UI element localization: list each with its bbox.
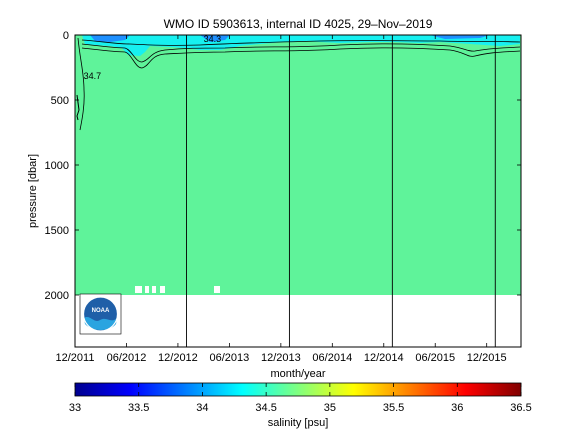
contour-label: 34.3 [204,34,222,44]
x-axis: 12/2011 06/2012 12/2012 06/2013 12/2013 06/20… [56,35,507,364]
data-gaps [135,286,220,293]
colorbar: 33 33.5 34 34.5 35 35.5 36 36.5 salinity [psu] [69,382,532,429]
colorbar-tick-label: 36.5 [510,402,531,414]
y-axis-label: pressure [dbar] [27,154,39,228]
colorbar-tick-label: 34.5 [255,402,276,414]
colorbar-tick-label: 35.5 [383,402,404,414]
contour-lines [77,37,521,131]
x-tick-label: 12/2013 [261,352,301,364]
y-tick-label: 1500 [45,225,69,237]
x-axis-label: month/year [270,368,325,380]
y-tick-label: 2000 [45,290,69,302]
colorbar-tick-label: 33.5 [128,402,149,414]
y-tick-label: 500 [51,95,69,107]
x-tick-label: 06/2012 [107,352,147,364]
contour-label: 34.7 [84,71,102,81]
x-tick-label: 12/2014 [364,352,404,364]
x-tick-label: 06/2015 [415,352,455,364]
x-tick-label: 06/2013 [210,352,250,364]
x-tick-label: 12/2011 [56,352,95,364]
noaa-logo: NOAA [79,293,122,335]
plot-area: 34.7 34.3 NOAA [74,34,522,348]
colorbar-tick-label: 36 [451,402,463,414]
left-profile-trace [76,94,80,121]
chart-title: WMO ID 5903613, internal ID 4025, 29–Nov… [164,17,433,31]
colorbar-tick-label: 35 [324,402,336,414]
colorbar-tick-label: 34 [196,402,208,414]
plot-frame [74,34,522,348]
y-tick-label: 0 [63,30,69,42]
colorbar-tick-label: 33 [69,402,81,414]
svg-text:NOAA: NOAA [92,308,110,314]
salinity-field [75,35,521,295]
y-tick-label: 1000 [45,160,69,172]
surface-fresh-core [90,35,490,42]
year-lines [186,35,496,347]
x-tick-label: 06/2014 [312,352,352,364]
colorbar-label: salinity [psu] [268,417,329,429]
x-tick-label: 12/2015 [467,352,507,364]
x-tick-label: 12/2012 [158,352,198,364]
y-axis: 0 500 1000 1500 2000 [45,30,521,302]
colorbar-gradient [74,382,522,397]
surface-fresh-layer [82,35,520,56]
